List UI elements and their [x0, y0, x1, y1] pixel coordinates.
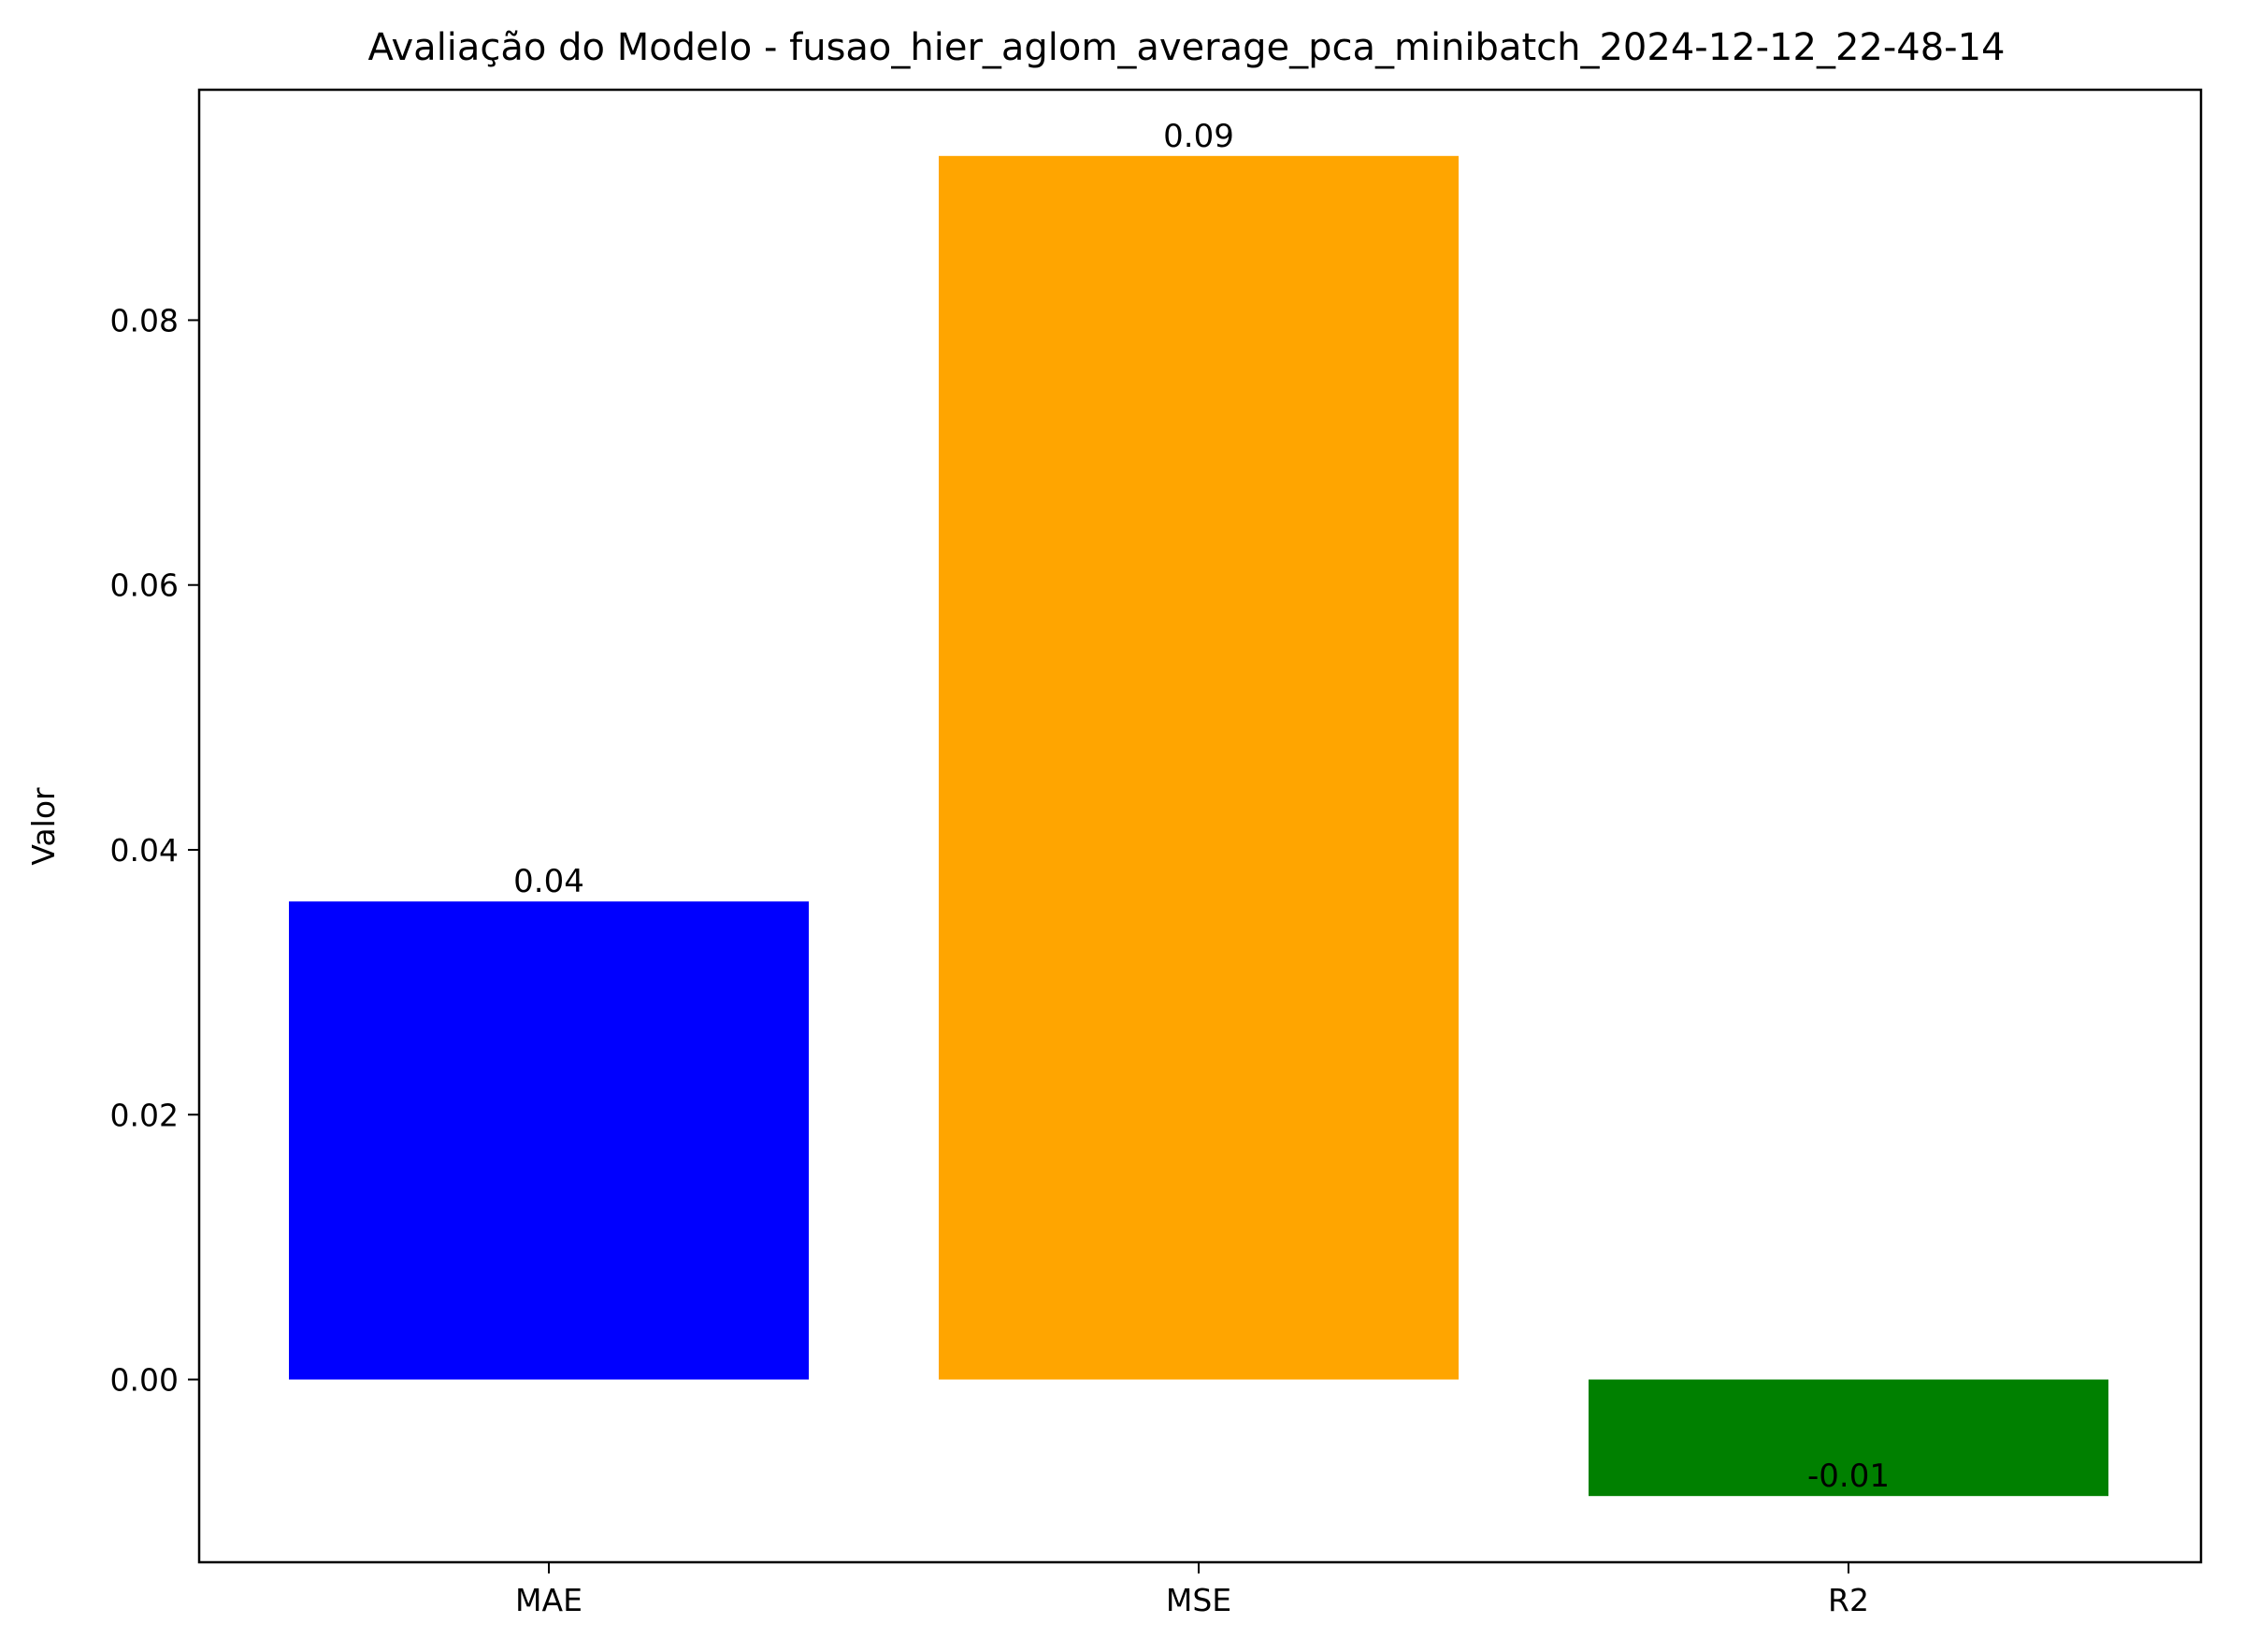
x-tick-label-mae: MAE: [515, 1582, 583, 1618]
data-labels: 0.04 0.09 -0.01: [513, 118, 1890, 1495]
x-axis-ticks: MAE MSE R2: [515, 1562, 1869, 1618]
bar-mse: [939, 155, 1459, 1380]
x-tick-label-mse: MSE: [1166, 1582, 1231, 1618]
plot-frame: [197, 88, 2203, 1564]
data-label-mae: 0.04: [513, 863, 584, 900]
y-tick-label: 0.00: [110, 1362, 179, 1399]
y-tick-label: 0.04: [110, 832, 179, 869]
y-tick-label: 0.02: [110, 1097, 179, 1133]
data-label-r2: -0.01: [1807, 1458, 1890, 1495]
bars-group: [289, 155, 2108, 1497]
x-tick-label-r2: R2: [1828, 1582, 1869, 1618]
y-axis-ticks: 0.00 0.02 0.04 0.06 0.08: [110, 302, 199, 1399]
y-axis-label: Valor: [25, 787, 62, 866]
bar-r2: [1589, 1379, 2108, 1497]
y-tick-label: 0.06: [110, 567, 179, 604]
y-tick-label: 0.08: [110, 302, 179, 338]
data-label-mse: 0.09: [1163, 118, 1234, 155]
bar-mae: [289, 901, 809, 1380]
chart-title: Avaliação do Modelo - fusao_hier_aglom_a…: [367, 26, 2005, 69]
